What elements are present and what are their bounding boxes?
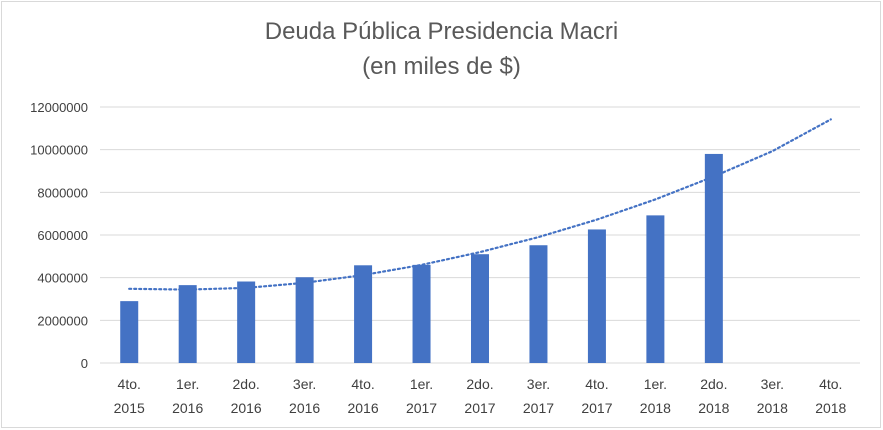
x-tick-label-line1: 4to. xyxy=(351,376,374,392)
bar xyxy=(646,215,665,363)
x-tick-label-line2: 2018 xyxy=(640,400,671,416)
chart-subtitle: (en miles de $) xyxy=(362,53,521,80)
y-tick-label: 0 xyxy=(81,356,88,371)
x-tick-label-line1: 2do. xyxy=(700,376,727,392)
bar xyxy=(354,265,373,363)
bar xyxy=(120,301,139,363)
bar xyxy=(704,153,723,363)
x-tick-label-line1: 4to. xyxy=(585,376,608,392)
x-tick-label-line2: 2017 xyxy=(406,400,437,416)
x-tick-label-line1: 2do. xyxy=(466,376,493,392)
bar xyxy=(529,245,548,363)
y-tick-label: 2000000 xyxy=(37,313,88,328)
bar xyxy=(295,277,314,363)
x-tick-label-line2: 2017 xyxy=(464,400,495,416)
x-tick-label-line1: 1er. xyxy=(176,376,199,392)
y-tick-label: 8000000 xyxy=(37,185,88,200)
x-tick-label-line1: 3er. xyxy=(761,376,784,392)
x-tick-label-line1: 2do. xyxy=(233,376,260,392)
y-tick-label: 12000000 xyxy=(30,100,88,115)
x-tick-label-line1: 1er. xyxy=(644,376,667,392)
x-tick-label-line2: 2017 xyxy=(523,400,554,416)
bar xyxy=(237,281,256,363)
chart-title: Deuda Pública Presidencia Macri xyxy=(264,18,619,45)
x-tick-label-line2: 2015 xyxy=(114,400,145,416)
y-tick-label: 6000000 xyxy=(37,228,88,243)
x-tick-label-line1: 3er. xyxy=(293,376,316,392)
x-tick-label-line2: 2017 xyxy=(581,400,612,416)
x-tick-label-line1: 1er. xyxy=(410,376,433,392)
bar xyxy=(471,254,489,363)
x-tick-label-line2: 2016 xyxy=(347,400,378,416)
x-tick-label-line1: 4to. xyxy=(118,376,141,392)
bar xyxy=(178,285,197,363)
x-tick-label-line2: 2016 xyxy=(172,400,203,416)
x-tick-label-line1: 3er. xyxy=(527,376,550,392)
x-tick-label-line2: 2016 xyxy=(289,400,320,416)
y-tick-label: 4000000 xyxy=(37,271,88,286)
x-tick-label-line2: 2018 xyxy=(698,400,729,416)
x-tick-label-line1: 4to. xyxy=(819,376,842,392)
x-tick-label-line2: 2016 xyxy=(231,400,262,416)
x-tick-label-line2: 2018 xyxy=(815,400,846,416)
bar xyxy=(587,229,606,363)
y-tick-label: 10000000 xyxy=(30,143,88,158)
bar xyxy=(412,264,431,363)
trendline xyxy=(128,118,832,291)
x-tick-label-line2: 2018 xyxy=(757,400,788,416)
